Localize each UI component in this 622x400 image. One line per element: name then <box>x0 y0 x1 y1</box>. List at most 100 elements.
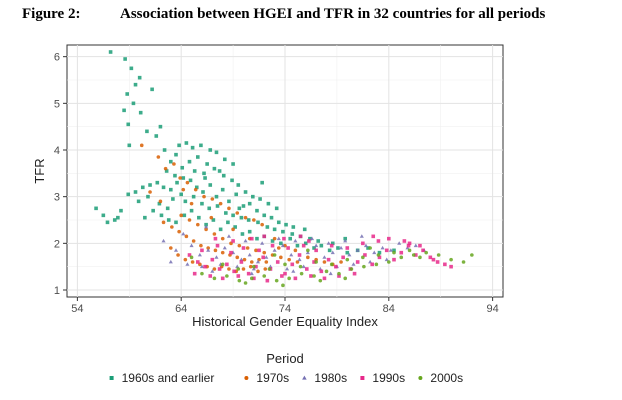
data-point <box>240 232 245 236</box>
data-point <box>256 269 260 274</box>
data-point <box>299 271 304 276</box>
data-point <box>262 250 267 255</box>
series-1970s <box>139 143 343 274</box>
data-point <box>312 274 316 278</box>
data-point <box>199 143 203 148</box>
data-point <box>324 269 329 274</box>
data-point <box>137 75 142 80</box>
data-point <box>314 260 318 264</box>
data-point <box>322 260 327 264</box>
data-point <box>255 208 259 213</box>
data-point <box>343 276 348 281</box>
data-point <box>255 259 261 264</box>
data-point <box>222 245 227 250</box>
data-point <box>431 257 436 262</box>
data-point <box>146 194 150 199</box>
data-point <box>210 269 215 273</box>
y-tick-label: 6 <box>54 52 60 64</box>
data-point <box>243 238 248 243</box>
legend-item-2000s: 2000s <box>418 371 463 385</box>
data-point <box>213 248 218 253</box>
data-point <box>206 246 210 250</box>
legend: 1960s and earlier 1970s 1980s 1990s 2000s <box>109 371 463 385</box>
data-point <box>249 276 254 281</box>
data-point <box>201 190 205 194</box>
data-point <box>192 169 197 173</box>
data-point <box>245 246 250 250</box>
data-point <box>241 204 246 208</box>
data-point <box>174 152 178 157</box>
data-point <box>247 201 252 206</box>
data-point <box>208 148 213 152</box>
data-point <box>343 236 348 241</box>
data-point <box>309 274 313 278</box>
data-point <box>251 266 256 271</box>
data-point <box>176 253 180 257</box>
data-point <box>231 227 235 232</box>
x-tick-label: 64 <box>175 303 187 315</box>
data-point <box>197 252 202 257</box>
data-point <box>291 269 296 273</box>
data-point <box>368 246 372 250</box>
data-point <box>192 271 197 276</box>
data-point <box>252 218 256 222</box>
y-tick-label: 3 <box>54 192 60 204</box>
data-point <box>226 234 231 238</box>
data-point <box>405 245 410 250</box>
data-point <box>178 176 182 180</box>
data-point <box>260 241 265 245</box>
data-point <box>252 264 256 269</box>
data-point <box>187 218 192 222</box>
data-point <box>270 243 275 248</box>
data-point <box>276 246 281 250</box>
data-point <box>101 213 106 218</box>
y-tick-label: 2 <box>54 238 60 250</box>
data-point <box>133 82 138 87</box>
y-axis-label: TFR <box>32 158 47 183</box>
data-point <box>226 220 230 225</box>
data-point <box>204 222 208 227</box>
data-point <box>306 248 310 253</box>
data-point <box>202 194 206 199</box>
data-point <box>241 267 246 271</box>
data-point <box>217 169 222 173</box>
data-point <box>191 194 196 199</box>
data-point <box>287 276 291 281</box>
data-point <box>284 222 288 227</box>
data-point <box>329 262 334 267</box>
data-point <box>136 199 141 204</box>
figure-caption: Figure 2: Association between HGEI and TF… <box>22 6 545 23</box>
y-tick-label: 4 <box>54 145 60 157</box>
data-point <box>337 274 341 278</box>
legend-item-1960s-and-earlier: 1960s and earlier <box>109 371 214 385</box>
x-axis-label: Historical Gender Equality Index <box>192 314 378 329</box>
data-point <box>170 225 174 229</box>
data-point <box>200 248 204 253</box>
data-point <box>94 206 98 211</box>
data-point <box>125 92 130 96</box>
data-point <box>293 276 298 281</box>
data-point <box>215 204 220 208</box>
data-point <box>171 197 175 201</box>
data-point <box>303 241 308 246</box>
data-point <box>173 248 179 252</box>
data-point <box>399 250 404 255</box>
data-point <box>212 166 217 171</box>
data-point <box>280 243 285 248</box>
data-point <box>387 236 391 241</box>
data-point <box>285 266 290 271</box>
data-point <box>266 201 271 206</box>
data-point <box>231 213 235 218</box>
data-point <box>196 222 200 227</box>
data-point <box>214 255 219 259</box>
data-point <box>212 267 217 271</box>
data-point <box>227 267 231 271</box>
data-point <box>189 208 194 213</box>
data-point <box>418 255 422 260</box>
data-point <box>314 248 318 253</box>
data-point <box>265 278 270 283</box>
data-point <box>158 199 163 204</box>
data-point <box>196 260 200 264</box>
data-point <box>272 236 277 241</box>
data-point <box>318 278 323 283</box>
